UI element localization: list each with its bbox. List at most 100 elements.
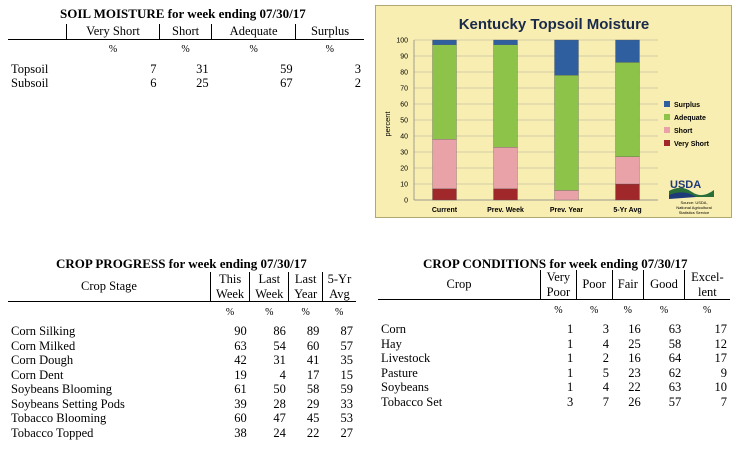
y-tick-label: 60 — [400, 102, 408, 109]
cell: 25 — [628, 336, 641, 351]
col-header: 5-Yr — [321, 272, 356, 287]
unit-cell: % — [589, 304, 599, 316]
table-row: Corn 1 3 16 63 17 — [378, 322, 730, 337]
bar-segment — [554, 39, 579, 76]
topsoil-moisture-chart: Kentucky Topsoil Moisture percent 0 10 20 3… — [375, 5, 732, 218]
cell: 61 — [234, 382, 247, 396]
table-row: Tobacco Set 3 7 26 57 7 — [378, 395, 730, 410]
chart-canvas: Kentucky Topsoil Moisture percent 0 10 20 3… — [383, 16, 714, 215]
cell: 54 — [273, 338, 286, 353]
bar-segment — [615, 156, 640, 185]
legend-swatch — [664, 140, 670, 146]
crop-conditions-title: CROP CONDITIONS for week ending 07/30/17 — [423, 256, 688, 271]
row-label: Soybeans — [381, 380, 429, 394]
row-label: Corn Milked — [11, 338, 76, 353]
cell: 31 — [196, 61, 209, 76]
cell: 17 — [714, 351, 728, 365]
unit-row: % % % % — [8, 39, 364, 62]
unit-cell: % — [659, 304, 669, 316]
cell: 2 — [354, 76, 361, 90]
y-tick-label: 10 — [400, 182, 408, 189]
crop-conditions-header-row: Crop Very Poor Poor Fair Good Excel- len… — [378, 270, 730, 300]
cell: 41 — [306, 353, 320, 367]
cell: 63 — [668, 380, 682, 394]
table-row: Pasture 1 5 23 62 9 — [378, 366, 730, 381]
cell: 28 — [273, 396, 286, 411]
cell: 35 — [340, 353, 354, 367]
source-line: Statistics Service — [679, 210, 710, 215]
cell: 3 — [354, 61, 361, 76]
col-header: Adequate — [211, 24, 296, 40]
col-header: Very Short — [65, 24, 160, 40]
row-label: Topsoil — [11, 61, 49, 76]
row-label: Corn Silking — [11, 324, 76, 338]
cell: 45 — [306, 411, 320, 425]
cell: 22 — [306, 425, 320, 440]
row-label: Soybeans Setting Pods — [11, 396, 125, 411]
legend-label: Very Short — [674, 141, 710, 148]
y-tick-label: 40 — [400, 134, 408, 141]
unit-row: % % % % % — [378, 300, 730, 323]
col-header: Excel- lent — [683, 270, 730, 300]
legend-label: Short — [674, 128, 693, 135]
cell: 87 — [340, 324, 354, 338]
stage-header: Crop Stage — [8, 272, 211, 302]
legend-label: Adequate — [674, 115, 706, 122]
row-label: Subsoil — [11, 76, 49, 90]
col-header: Last — [249, 272, 289, 287]
table-row: Tobacco Blooming 60 47 45 53 — [8, 411, 356, 426]
row-label: Tobacco Blooming — [11, 411, 107, 425]
cell: 90 — [234, 324, 247, 338]
cell: 33 — [340, 396, 354, 411]
y-axis-label: percent — [383, 111, 392, 137]
row-label: Tobacco Topped — [11, 425, 94, 440]
x-tick-label: Prev. Year — [550, 207, 583, 214]
unit-row: % % % % — [8, 302, 356, 325]
unit-cell: % — [225, 306, 235, 318]
y-tick-label: 20 — [400, 166, 408, 173]
cell: 2 — [602, 351, 609, 365]
table-row: Hay 1 4 25 58 12 — [378, 337, 730, 352]
cell: 1 — [567, 322, 574, 336]
legend-label: Surplus — [674, 102, 700, 109]
cell: 62 — [668, 365, 682, 380]
col-header: Avg — [321, 286, 356, 302]
cell: 58 — [306, 382, 320, 396]
cell: 57 — [340, 338, 354, 353]
cell: 67 — [280, 76, 293, 90]
row-label: Hay — [381, 336, 402, 351]
col-header-line: Poor — [546, 284, 571, 299]
table-row: Corn Milked 63 54 60 57 — [8, 339, 356, 354]
cell: 4 — [279, 367, 286, 382]
col-header-line: Very — [546, 270, 571, 284]
cell: 47 — [273, 411, 286, 425]
y-tick-label: 100 — [396, 38, 408, 45]
cell: 63 — [234, 338, 247, 353]
table-row: Tobacco Topped 38 24 22 27 — [8, 426, 356, 441]
crop-progress-header-row: Crop Stage This Last Last 5-Yr — [8, 272, 356, 302]
table-row: Corn Dough 42 31 41 35 — [8, 353, 356, 368]
row-label: Pasture — [381, 365, 418, 380]
cell: 24 — [273, 425, 286, 440]
cell: 86 — [273, 324, 286, 338]
unit-cell: % — [702, 304, 712, 316]
cell: 12 — [714, 336, 728, 351]
row-label: Corn Dent — [11, 367, 64, 382]
chart-legend: Surplus Adequate Short Very Short — [664, 101, 710, 148]
table-row: Livestock 1 2 16 64 17 — [378, 351, 730, 366]
col-header-line: Excel- — [691, 270, 724, 284]
table-row: Soybeans Setting Pods 39 28 29 33 — [8, 397, 356, 412]
cell: 7 — [720, 394, 727, 409]
soil-moisture-header-row: Very Short Short Adequate Surplus — [8, 24, 364, 40]
bar-segment — [615, 39, 640, 63]
table-row: Corn Dent 19 4 17 15 — [8, 368, 356, 383]
col-header: Very Poor — [540, 270, 577, 300]
cell: 16 — [628, 351, 641, 365]
unit-cell: % — [181, 44, 190, 56]
col-header: Poor — [575, 270, 612, 300]
bar-segment — [493, 39, 518, 45]
bar-segment — [615, 62, 640, 157]
row-label: Tobacco Set — [381, 394, 443, 409]
unit-cell: % — [325, 44, 334, 56]
source-line: National Agricultural — [676, 205, 712, 210]
